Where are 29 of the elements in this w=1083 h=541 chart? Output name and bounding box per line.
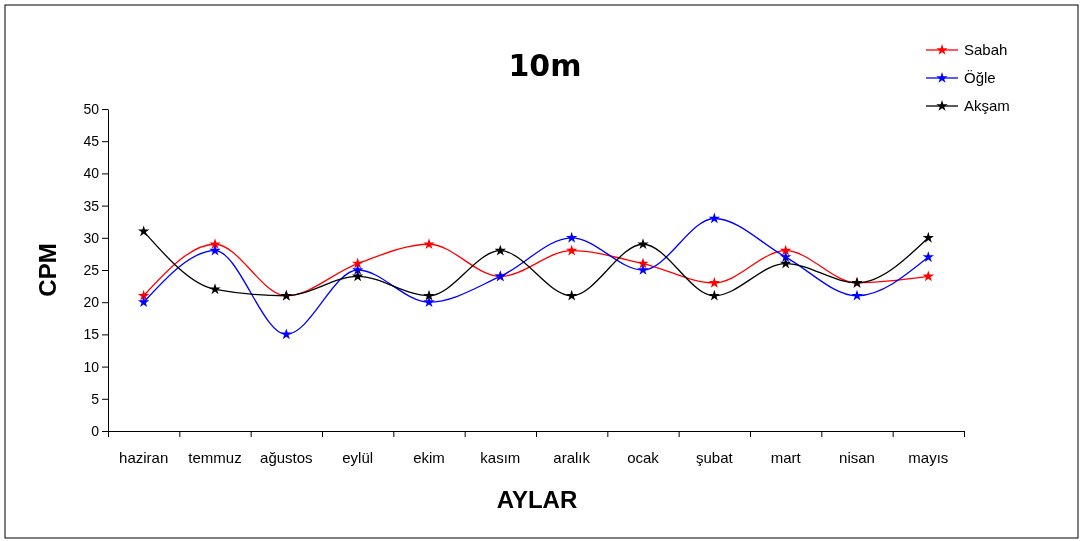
chart-title: 10m xyxy=(508,48,582,83)
x-tick-label: nisan xyxy=(839,449,875,466)
x-tick-label: şubat xyxy=(695,449,734,466)
y-tick-label: 10 xyxy=(83,358,100,375)
x-tick-label: mart xyxy=(770,449,802,466)
x-tick-label: mayıs xyxy=(908,449,949,466)
legend-label: Öğle xyxy=(964,69,996,86)
y-tick-label: 5 xyxy=(91,390,100,407)
x-tick-label: temmuz xyxy=(188,449,242,466)
x-tick-label: aralık xyxy=(553,449,591,466)
y-tick-label: 30 xyxy=(83,229,100,246)
x-tick-label: ocak xyxy=(627,449,660,466)
y-tick-label: 35 xyxy=(83,197,100,214)
y-tick-label: 15 xyxy=(83,326,100,343)
x-tick-label: ağustos xyxy=(260,449,313,466)
y-tick-label: 25 xyxy=(83,261,100,278)
x-tick-label: eylül xyxy=(342,449,374,466)
y-tick-label: 0 xyxy=(91,422,100,439)
legend-label: Sabah xyxy=(964,41,1008,58)
legend-label: Akşam xyxy=(964,97,1010,114)
y-tick-label: 20 xyxy=(83,294,100,311)
y-tick-label: 45 xyxy=(83,133,100,150)
x-axis-title: AYLAR xyxy=(496,486,578,513)
x-tick-label: kasım xyxy=(480,449,521,466)
y-tick-label: 50 xyxy=(83,100,100,117)
y-axis-title: CPM xyxy=(34,243,61,297)
x-tick-label: haziran xyxy=(119,449,169,466)
x-tick-label: ekim xyxy=(413,449,445,466)
y-tick-label: 40 xyxy=(83,165,100,182)
